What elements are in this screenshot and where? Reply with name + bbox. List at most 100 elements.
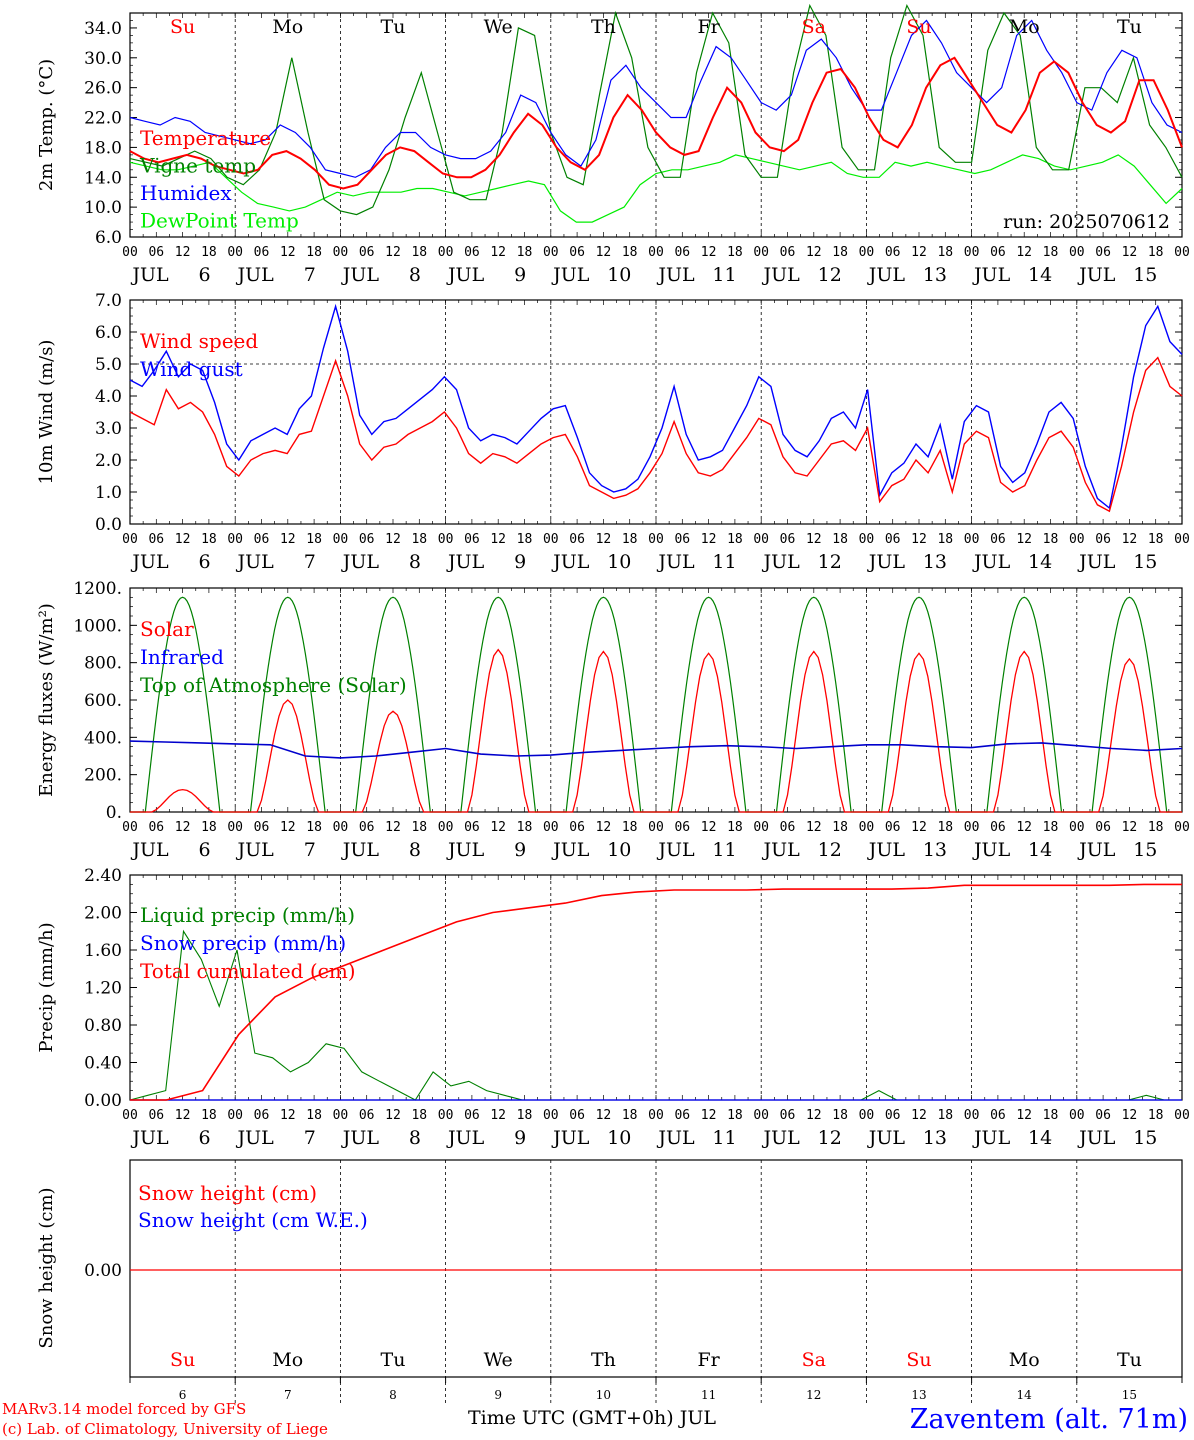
hour-tick-label: 18	[306, 820, 322, 835]
y-tick-label: 30.0	[84, 49, 122, 69]
y-tick-label: 3.0	[95, 419, 122, 439]
hour-tick-label: 06	[464, 245, 480, 260]
day-label: 12	[818, 1127, 842, 1149]
hour-tick-label: 18	[622, 820, 638, 835]
hour-tick-label: 12	[175, 1108, 191, 1123]
series-line	[129, 303, 1183, 510]
hour-tick-label: 12	[1016, 245, 1032, 260]
month-label: JUL	[551, 551, 590, 573]
hour-tick-label: 06	[674, 532, 690, 547]
hour-tick-label: 12	[1016, 1108, 1032, 1123]
day-label: 8	[409, 551, 421, 573]
weekday-label: Tu	[381, 1349, 406, 1371]
y-tick-label: 2.00	[84, 904, 122, 924]
hour-tick-label: 00	[1069, 1108, 1085, 1123]
hour-tick-label: 06	[990, 820, 1006, 835]
month-label: JUL	[867, 839, 906, 861]
hour-tick-label: 06	[359, 1108, 375, 1123]
month-label: JUL	[867, 551, 906, 573]
day-label: 14	[1028, 551, 1052, 573]
hour-tick-label: 12	[385, 532, 401, 547]
weekday-label: Su	[906, 16, 931, 38]
hour-tick-label: 12	[701, 820, 717, 835]
hour-tick-label: 06	[990, 1108, 1006, 1123]
y-tick-label: 0.00	[84, 1091, 122, 1111]
hour-tick-label: 18	[1043, 1108, 1059, 1123]
hour-tick-label: 18	[727, 245, 743, 260]
hour-tick-label: 06	[148, 820, 164, 835]
y-tick-label: 1.0	[95, 483, 122, 503]
series-line	[129, 19, 1183, 178]
day-label: 6	[199, 839, 211, 861]
month-label: JUL	[867, 1127, 906, 1149]
hour-tick-label: 06	[569, 245, 585, 260]
day-label: 8	[389, 1388, 397, 1402]
day-label: 10	[607, 264, 631, 286]
month-label: JUL	[130, 839, 169, 861]
weekday-label: Mo	[272, 16, 303, 38]
month-label: JUL	[446, 551, 485, 573]
hour-tick-label: 18	[517, 1108, 533, 1123]
hour-tick-label: 12	[1122, 820, 1138, 835]
hour-tick-label: 00	[122, 532, 138, 547]
hour-tick-label: 00	[227, 532, 243, 547]
hour-tick-label: 12	[280, 532, 296, 547]
weekday-label: Fr	[697, 1349, 720, 1371]
legend-entry: Snow precip (mm/h)	[140, 931, 346, 955]
hour-tick-label: 18	[517, 820, 533, 835]
hour-tick-label: 00	[964, 245, 980, 260]
day-label: 10	[607, 1127, 631, 1149]
day-label: 13	[923, 1127, 947, 1149]
day-label: 12	[806, 1388, 821, 1402]
hour-tick-label: 00	[1069, 820, 1085, 835]
month-label: JUL	[972, 1127, 1011, 1149]
legend-entry: Temperature	[140, 126, 271, 150]
hour-tick-label: 06	[780, 245, 796, 260]
hour-tick-label: 06	[780, 532, 796, 547]
hour-tick-label: 12	[911, 532, 927, 547]
hour-tick-label: 00	[333, 532, 349, 547]
day-label: 10	[607, 839, 631, 861]
month-label: JUL	[130, 551, 169, 573]
day-label: 14	[1017, 1388, 1033, 1402]
hour-tick-label: 00	[1069, 532, 1085, 547]
month-label: JUL	[341, 1127, 380, 1149]
hour-tick-label: 00	[438, 1108, 454, 1123]
month-label: JUL	[446, 1127, 485, 1149]
hour-tick-label: 18	[1148, 245, 1164, 260]
weekday-label: We	[484, 16, 513, 38]
weekday-label: Sa	[802, 16, 826, 38]
legend-entry: Infrared	[140, 645, 224, 669]
y-tick-label: 10.0	[84, 198, 122, 218]
month-label: JUL	[762, 839, 801, 861]
hour-tick-label: 00	[648, 245, 664, 260]
hour-tick-label: 18	[201, 1108, 217, 1123]
y-axis-label: Energy fluxes (W/m²)	[36, 603, 57, 797]
hour-tick-label: 12	[596, 245, 612, 260]
y-tick-label: 800.	[84, 654, 122, 674]
day-label: 7	[284, 1388, 292, 1402]
hour-tick-label: 06	[674, 820, 690, 835]
hour-tick-label: 06	[464, 532, 480, 547]
weekday-label: We	[484, 1349, 513, 1371]
hour-tick-label: 12	[175, 245, 191, 260]
month-label: JUL	[236, 551, 275, 573]
hour-tick-label: 18	[622, 245, 638, 260]
legend-entry: Wind speed	[140, 329, 258, 353]
hour-tick-label: 18	[937, 820, 953, 835]
legend-entry: Top of Atmosphere (Solar)	[140, 673, 407, 697]
hour-tick-label: 00	[333, 245, 349, 260]
hour-tick-label: 18	[727, 1108, 743, 1123]
month-label: JUL	[1077, 551, 1116, 573]
x-axis-labels: 00 06 12 18 00 06 12 18 00 06 12 18 00 06 12 18 00 06 12 18…	[122, 820, 1190, 861]
day-label: 6	[199, 264, 211, 286]
hour-tick-label: 18	[832, 820, 848, 835]
month-label: JUL	[551, 839, 590, 861]
day-label: 12	[818, 264, 842, 286]
day-label: 8	[409, 839, 421, 861]
hour-tick-label: 12	[701, 532, 717, 547]
hour-tick-label: 00	[753, 245, 769, 260]
legend-entry: Total cumulated (cm)	[140, 959, 356, 983]
hour-tick-label: 00	[122, 245, 138, 260]
